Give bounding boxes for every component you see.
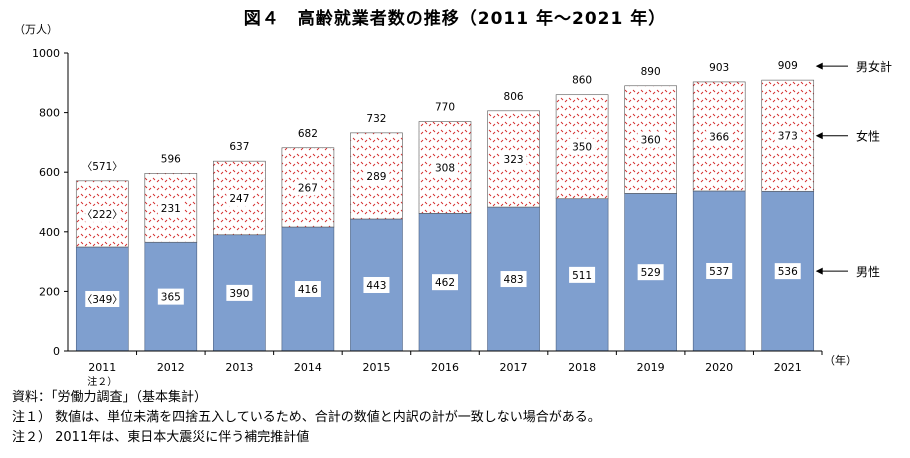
x-tick-label-2013: 2013 [225,361,253,374]
data-label-total-2016: 770 [435,102,455,114]
legend-arrowhead-total [815,62,823,70]
data-label-male-2020: 537 [709,266,729,278]
bar-female-2011 [75,180,129,248]
footnote-2: 注２） 2011年は、東日本大震災に伴う補完推計値 [12,430,310,445]
data-label-total-2021: 909 [778,60,798,72]
legend-label-total: 男女計 [856,59,892,74]
x-tick-label-2021: 2021 [774,361,802,374]
data-label-male-2014: 416 [298,284,318,296]
label-bg-female-2011 [85,205,120,222]
label-bg-male-2015 [363,276,390,293]
data-label-female-2016: 308 [435,162,455,174]
label-bg-female-2019 [637,131,664,148]
data-label-total-2014: 682 [298,128,318,140]
chart-title: 図４ 高齢就業者数の推移（2011 年～2021 年） [243,9,667,29]
data-label-female-2017: 323 [504,154,524,166]
y-tick-label-1000: 1000 [32,47,60,60]
data-label-female-2012: 231 [161,203,181,215]
data-label-male-2018: 511 [572,270,592,282]
label-bg-female-2018 [569,138,596,155]
data-label-female-2020: 366 [709,131,729,143]
y-tick-label-800: 800 [39,107,60,120]
data-label-female-2021: 373 [778,131,798,143]
label-bg-male-2013 [226,284,253,301]
x-tick-label-2012: 2012 [157,361,185,374]
bars-layer [75,79,815,352]
data-label-total-2012: 596 [161,153,181,165]
data-label-male-2011: 〈349〉 [82,294,123,306]
label-bg-male-2021 [774,263,801,280]
label-bg-male-2017 [500,271,527,288]
label-bg-female-2012 [157,199,184,216]
y-axis-unit-label: （万人） [14,23,58,36]
x-tick-label-2016: 2016 [431,361,459,374]
label-bg-female-2015 [363,167,390,184]
x-tick-label-2019: 2019 [637,361,665,374]
label-bg-male-2016 [432,274,458,291]
label-bg-female-2020 [706,128,733,145]
x-tick-label-2011: 2011 [88,361,116,374]
data-label-male-2015: 443 [366,280,386,292]
label-bg-female-2016 [432,159,458,176]
legend-label-female: 女性 [856,129,880,144]
footnote-1: 注１） 数値は、単位未満を四捨五入しているため、合計の数値と内訳の計が一致しない… [12,410,601,425]
x-tick-note-2011: 注２） [87,375,117,388]
y-tick-label-600: 600 [39,166,60,179]
data-label-total-2020: 903 [709,62,729,74]
data-label-female-2018: 350 [572,142,592,154]
data-label-total-2018: 860 [572,75,592,87]
label-bg-male-2020 [706,262,733,279]
source-note: 資料：「労働力調査」（基本集計） [12,390,208,405]
label-bg-female-2013 [226,189,253,206]
legend-arrowhead-male [815,267,823,275]
x-tick-label-2017: 2017 [500,361,528,374]
x-tick-label-2020: 2020 [705,361,733,374]
x-axis-unit-label: （年） [824,353,857,367]
label-bg-female-2014 [294,179,321,196]
x-tick-label-2014: 2014 [294,361,322,374]
label-bg-male-2011 [85,290,120,307]
x-tick-label-2015: 2015 [362,361,390,374]
label-bg-male-2012 [157,288,184,305]
y-tick-label-200: 200 [39,285,60,298]
data-label-male-2013: 390 [229,288,249,300]
data-label-female-2011: 〈222〉 [82,209,123,221]
data-label-female-2014: 267 [298,182,318,194]
data-label-total-2015: 732 [366,113,386,125]
data-label-total-2013: 637 [229,141,249,153]
y-tick-label-400: 400 [39,226,60,239]
data-label-female-2015: 289 [366,171,386,183]
label-bg-male-2018 [569,266,596,283]
bar-female-2020 [692,81,746,192]
label-bg-female-2017 [500,150,527,167]
legend-arrowhead-female [815,132,823,140]
data-label-male-2021: 536 [778,266,798,278]
data-labels: 〈349〉 〈222〉 〈571〉 365 231 596 390 247 637 416 267 6… [82,60,801,307]
data-label-male-2016: 462 [435,277,455,289]
x-tick-label-2018: 2018 [568,361,596,374]
data-label-male-2017: 483 [504,274,524,286]
label-bg-male-2019 [637,264,664,281]
legend-label-male: 男性 [856,265,880,279]
label-bg-female-2021 [774,127,801,144]
data-label-male-2012: 365 [161,292,181,304]
y-tick-label-0: 0 [53,345,60,358]
data-label-total-2011: 〈571〉 [82,161,123,173]
data-label-female-2019: 360 [641,135,661,147]
label-bg-male-2014 [294,281,321,298]
data-label-total-2017: 806 [504,91,524,103]
data-label-total-2019: 890 [641,66,661,78]
data-label-male-2019: 529 [641,267,661,279]
data-label-female-2013: 247 [229,193,249,205]
